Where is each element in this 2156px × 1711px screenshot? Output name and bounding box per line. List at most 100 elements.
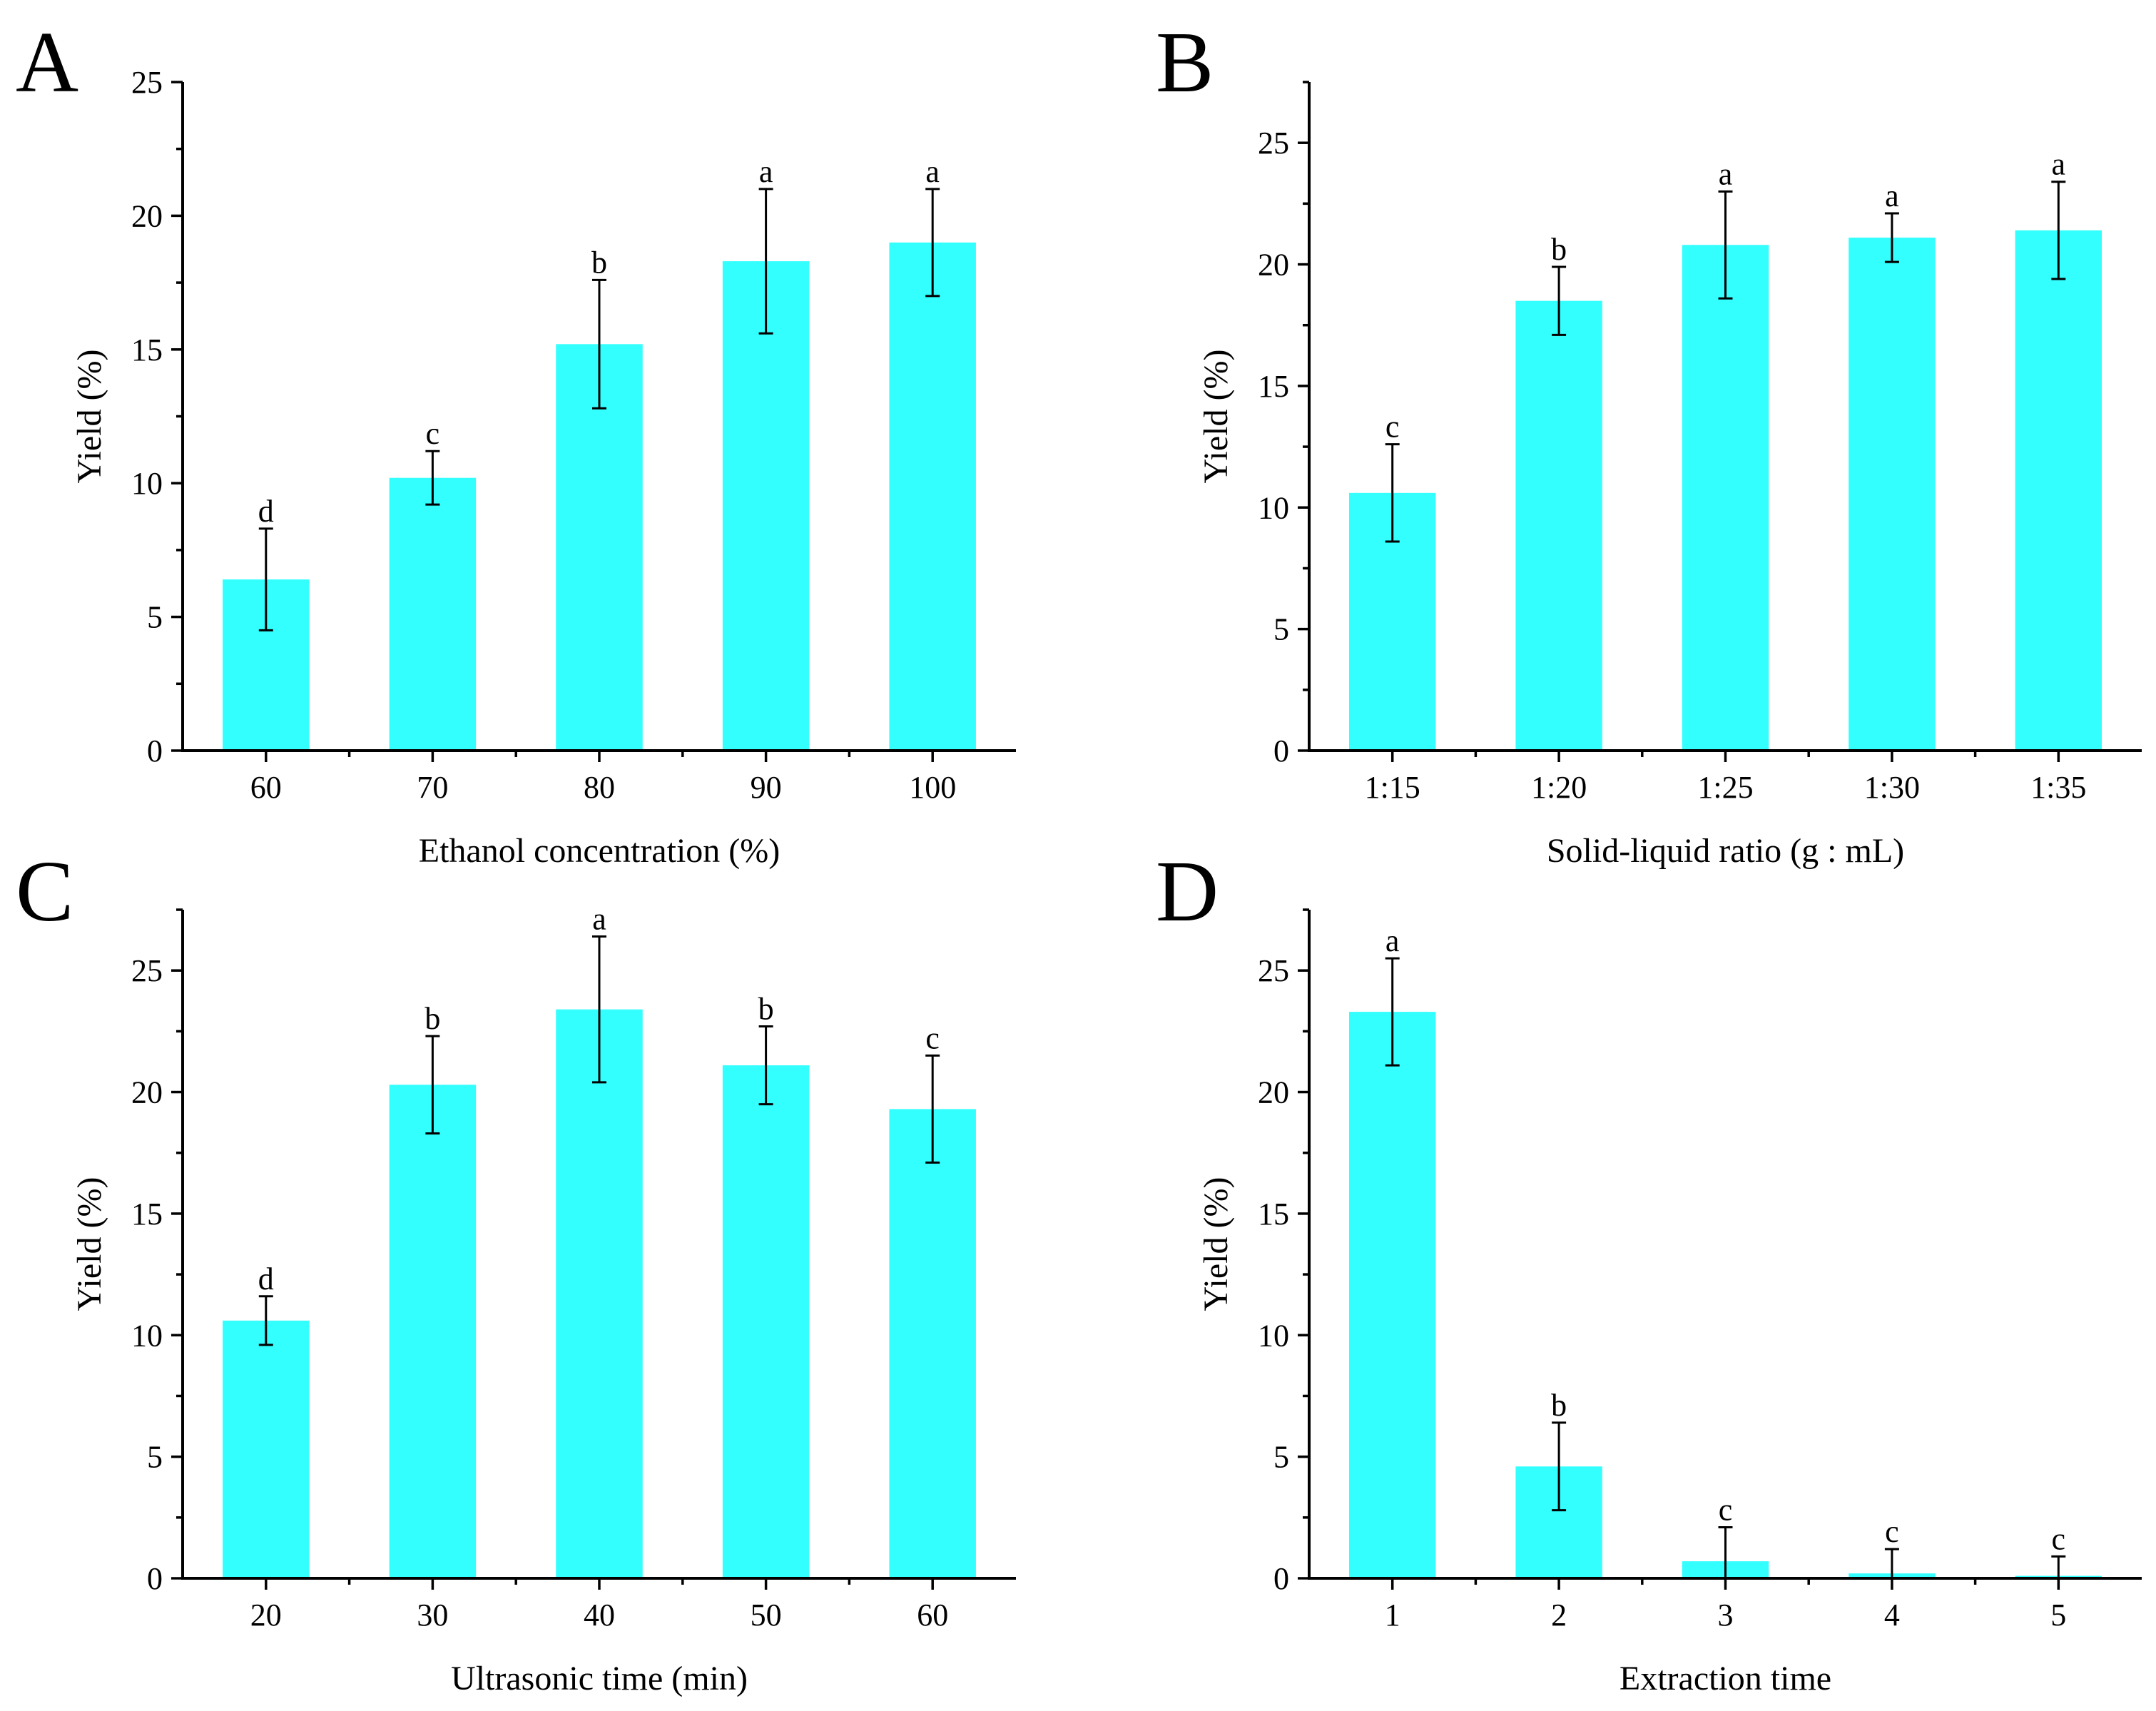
x-tick-label: 60 [250, 770, 282, 805]
bar-group [223, 242, 976, 751]
significance-letter: a [925, 154, 940, 189]
x-tick-label: 90 [751, 770, 782, 805]
y-tick-label: 15 [131, 332, 163, 367]
y-tick-label: 15 [131, 1197, 163, 1232]
bar-group [1349, 1012, 2102, 1578]
error-bar-group [258, 935, 940, 1346]
significance-group: d b a b c [258, 901, 940, 1296]
significance-letter: c [2052, 1521, 2066, 1556]
bar-group [1349, 230, 2102, 751]
y-tick-label: 5 [1273, 1440, 1289, 1475]
x-axis-title: Ethanol concentration (%) [419, 832, 780, 870]
significance-letter: c [1719, 1492, 1733, 1527]
x-tick-label: 30 [417, 1598, 448, 1633]
y-tick-label: 5 [147, 1440, 163, 1475]
y-tick-label: 25 [131, 65, 163, 100]
bar [223, 1320, 310, 1578]
significance-group: d c b a a [258, 154, 940, 529]
error-bar-group [258, 188, 940, 631]
y-ticks: 0 5 10 15 20 25 [131, 65, 183, 768]
y-tick-label: 25 [1258, 126, 1289, 161]
significance-group: c b a a a [1385, 147, 2065, 445]
bar [889, 242, 976, 751]
y-axis-title: Yield (%) [71, 350, 108, 484]
y-tick-label: 25 [1258, 953, 1289, 988]
significance-letter: a [1885, 178, 1899, 213]
y-tick-label: 15 [1258, 1197, 1289, 1232]
significance-letter: c [426, 416, 440, 451]
x-tick-label: 80 [584, 770, 615, 805]
panel-a: A d c b a a 0 5 10 15 20 25 60 70 80 90 100 Yield (%)… [16, 14, 1016, 870]
significance-letter: a [2052, 147, 2066, 182]
y-axis-title: Yield (%) [1197, 350, 1235, 484]
error-bar-group [1385, 181, 2066, 543]
y-axis-title: Yield (%) [1197, 1177, 1235, 1311]
y-tick-label: 10 [1258, 490, 1289, 525]
x-tick-label: 40 [584, 1598, 615, 1633]
x-tick-label: 20 [250, 1598, 282, 1633]
significance-letter: b [1551, 1388, 1567, 1423]
panel-letter: C [16, 843, 73, 940]
panel-d: D a b c c c 0 5 10 15 20 25 1 2 3 4 5 Yield (%) Extra… [1156, 843, 2142, 1697]
x-tick-label: 60 [917, 1598, 948, 1633]
bar [889, 1109, 976, 1578]
y-tick-label: 0 [1273, 1561, 1289, 1596]
x-ticks: 60 70 80 90 100 [250, 751, 956, 805]
x-tick-label: 1:20 [1531, 770, 1587, 805]
significance-letter: c [925, 1020, 940, 1055]
significance-group: a b c c c [1385, 923, 2065, 1556]
x-axis-title: Extraction time [1619, 1660, 1831, 1697]
x-ticks: 20 30 40 50 60 [250, 1578, 948, 1633]
bar [1849, 238, 1936, 751]
significance-letter: a [1385, 923, 1400, 958]
x-tick-label: 50 [751, 1598, 782, 1633]
x-tick-label: 4 [1884, 1598, 1900, 1633]
bar [722, 1065, 810, 1578]
bar [1682, 245, 1769, 751]
y-tick-label: 0 [147, 1561, 163, 1596]
significance-letter: d [258, 1261, 274, 1296]
x-tick-label: 3 [1718, 1598, 1734, 1633]
x-tick-label: 1:15 [1365, 770, 1420, 805]
y-tick-label: 15 [1258, 369, 1289, 404]
y-tick-label: 5 [1273, 612, 1289, 647]
bar [389, 1085, 477, 1578]
x-ticks: 1:15 1:20 1:25 1:30 1:35 [1365, 751, 2086, 805]
panel-letter: A [16, 14, 78, 111]
significance-letter: d [258, 494, 274, 529]
x-axis-title: Solid-liquid ratio (g : mL) [1547, 832, 1904, 870]
error-bar-group [1385, 957, 2066, 1580]
panel-letter: D [1156, 843, 1219, 940]
x-axis-title: Ultrasonic time (min) [451, 1660, 748, 1697]
x-tick-label: 5 [2050, 1598, 2066, 1633]
bar [389, 477, 477, 751]
significance-letter: a [759, 154, 773, 189]
significance-letter: c [1885, 1514, 1899, 1549]
significance-letter: b [1551, 232, 1567, 267]
x-tick-label: 2 [1551, 1598, 1567, 1633]
y-ticks: 0 5 10 15 20 25 [1258, 81, 1309, 768]
y-tick-label: 20 [131, 1075, 163, 1110]
x-tick-label: 1:25 [1697, 770, 1753, 805]
bar [2015, 230, 2102, 751]
y-tick-label: 0 [1273, 733, 1289, 768]
x-tick-label: 1 [1385, 1598, 1400, 1633]
y-ticks: 0 5 10 15 20 25 [1258, 908, 1309, 1596]
x-tick-label: 70 [417, 770, 448, 805]
bar-group [223, 1009, 976, 1578]
significance-letter: a [592, 901, 606, 936]
y-tick-label: 10 [131, 466, 163, 501]
y-tick-label: 20 [131, 198, 163, 233]
bar [722, 261, 810, 751]
significance-letter: b [591, 245, 607, 280]
significance-letter: c [1385, 410, 1400, 445]
panel-letter: B [1156, 14, 1214, 111]
significance-letter: b [758, 992, 774, 1027]
y-tick-label: 5 [147, 600, 163, 635]
significance-letter: b [424, 1001, 440, 1036]
y-tick-label: 10 [131, 1318, 163, 1353]
bar [556, 1009, 643, 1578]
